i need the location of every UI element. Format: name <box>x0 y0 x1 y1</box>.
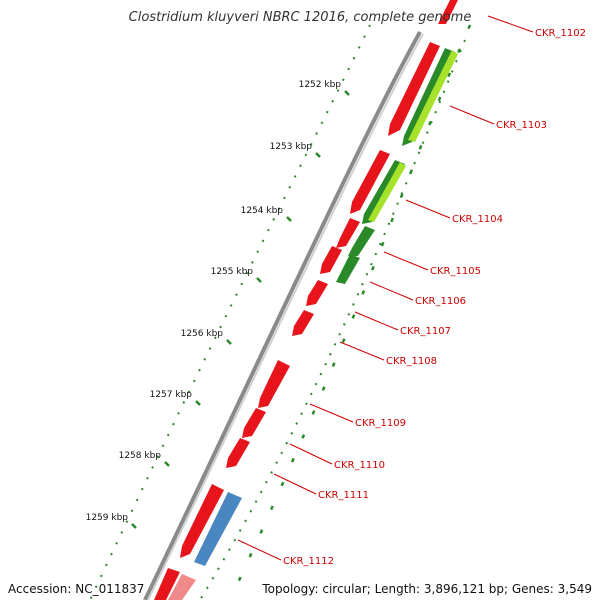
ruler-tick-label: 1256 kbp <box>181 329 224 339</box>
ruler-tick-mark <box>226 339 232 345</box>
gene-arrow-green-light-1103[interactable] <box>408 50 458 142</box>
ruler-tick-mark <box>164 461 170 467</box>
gene-label[interactable]: CKR_1112 <box>283 556 334 567</box>
outer-green-dash-track <box>228 24 472 600</box>
ruler-tick-mark <box>286 216 292 222</box>
gene-label[interactable]: CKR_1108 <box>386 356 437 367</box>
gene-arrow-blue-1112[interactable] <box>194 492 242 566</box>
gene-label[interactable]: CKR_1110 <box>334 460 385 471</box>
gene-label[interactable]: CKR_1106 <box>415 296 466 307</box>
gene-arrow-1102[interactable] <box>438 0 458 24</box>
ruler-tick-label: 1259 kbp <box>86 513 129 523</box>
gene-leader-line <box>237 539 282 561</box>
gene-features <box>154 0 458 600</box>
genome-backbone-shadow <box>147 33 424 600</box>
ruler-tick-mark <box>131 523 137 529</box>
gene-label[interactable]: CKR_1107 <box>400 326 451 337</box>
gene-arrow-1108[interactable] <box>292 310 314 336</box>
gene-arrow-green-1106[interactable] <box>336 254 360 284</box>
gene-arrow-1105[interactable] <box>336 218 360 248</box>
ruler-tick-label: 1257 kbp <box>150 390 193 400</box>
gene-labels: CKR_1102 CKR_1103 CKR_1104 CKR_1105 CKR_1106… <box>237 15 586 567</box>
gene-arrow-1111[interactable] <box>226 438 250 468</box>
gene-arrow-1110[interactable] <box>242 408 266 438</box>
gene-arrow-1107[interactable] <box>306 280 328 306</box>
topology-text: Topology: circular; Length: 3,896,121 bp… <box>262 582 592 596</box>
gene-leader-line <box>449 105 495 125</box>
gene-label[interactable]: CKR_1111 <box>318 490 369 501</box>
gene-arrow-green-light-1104[interactable] <box>368 162 406 222</box>
ruler-labels: 1252 kbp 1253 kbp 1254 kbp 1255 kbp 1256 kbp… <box>86 80 350 529</box>
ruler-tick-mark <box>195 400 201 406</box>
gene-arrow-lower-2[interactable] <box>168 574 196 600</box>
ruler-tick-label: 1254 kbp <box>241 206 284 216</box>
ruler-tick-mark <box>256 277 262 283</box>
gene-label[interactable]: CKR_1102 <box>535 28 586 39</box>
ruler-tick-mark <box>315 152 321 158</box>
map-title: Clostridium kluyveri NBRC 12016, complet… <box>128 10 472 25</box>
gene-leader-line <box>309 403 354 423</box>
gene-arrow-1109[interactable] <box>258 360 290 408</box>
gene-leader-line <box>273 473 317 495</box>
gene-leader-line <box>405 199 451 219</box>
gene-arrow-green-1105[interactable] <box>348 226 375 256</box>
ruler-tick-label: 1252 kbp <box>299 80 342 90</box>
gene-leader-line <box>339 341 385 361</box>
ruler-tick-label: 1258 kbp <box>119 451 162 461</box>
gene-leader-line <box>369 281 414 301</box>
gene-label[interactable]: CKR_1105 <box>430 266 481 277</box>
gene-leader-line <box>354 311 399 331</box>
gene-label[interactable]: CKR_1104 <box>452 214 503 225</box>
genome-backbone <box>143 31 422 600</box>
gene-label[interactable]: CKR_1109 <box>355 418 406 429</box>
ruler-tick-mark <box>344 90 350 96</box>
gene-arrow-1103[interactable] <box>388 42 440 136</box>
gene-label[interactable]: CKR_1103 <box>496 120 547 131</box>
gene-leader-line <box>487 15 534 33</box>
gene-leader-line <box>289 443 333 465</box>
inner-dotted-track <box>199 39 466 600</box>
gene-arrow-lower-1[interactable] <box>154 568 180 600</box>
gene-arrow-1106[interactable] <box>320 246 342 274</box>
gene-arrow-1112[interactable] <box>180 484 224 558</box>
ruler-tick-label: 1253 kbp <box>270 142 313 152</box>
gene-leader-line <box>383 251 429 271</box>
accession-text: Accession: NC_011837 <box>8 582 145 596</box>
ruler-tick-label: 1255 kbp <box>211 267 254 277</box>
gene-arrow-1104[interactable] <box>350 150 390 214</box>
